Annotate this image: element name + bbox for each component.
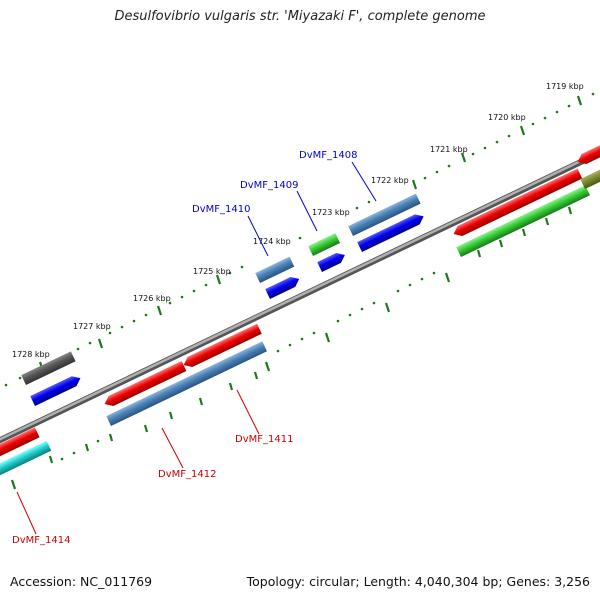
genome-backbone (0, 149, 600, 444)
page-title: Desulfovibrio vulgaris str. 'Miyazaki F'… (114, 9, 486, 24)
genome-summary-text: Topology: circular; Length: 4,040,304 bp… (246, 574, 590, 589)
gene-feature[interactable] (348, 193, 421, 236)
gene-label-dvmf-1409[interactable]: DvMF_1409 (240, 180, 298, 191)
gene-feature[interactable] (580, 166, 600, 189)
kbp-label: 1719 kbp (546, 82, 584, 91)
gene-arrow-reverse[interactable] (102, 361, 187, 409)
kbp-label: 1728 kbp (12, 350, 50, 359)
gene-arrow-reverse[interactable] (451, 168, 583, 239)
accession-text: Accession: NC_011769 (10, 574, 153, 589)
gene-arrow-reverse[interactable] (181, 323, 262, 370)
kbp-label: 1721 kbp (430, 145, 468, 154)
gene-label-dvmf-1410[interactable]: DvMF_1410 (192, 204, 250, 215)
outer-scale-ticks (38, 95, 583, 372)
gene-feature[interactable] (21, 351, 76, 385)
gene-arrow-forward[interactable] (357, 211, 426, 252)
gene-arrow-forward[interactable] (30, 373, 83, 406)
gene-feature[interactable] (106, 341, 268, 426)
gene-feature[interactable] (308, 233, 341, 256)
label-connectors-forward (247, 161, 377, 257)
kbp-label: 1722 kbp (371, 176, 409, 185)
kbp-label: 1723 kbp (312, 208, 350, 217)
label-connectors-reverse (16, 389, 260, 535)
kbp-label: 1726 kbp (133, 294, 171, 303)
kbp-label: 1724 kbp (253, 237, 291, 246)
inner-scale-dots (60, 271, 436, 461)
gene-label-dvmf-1408[interactable]: DvMF_1408 (299, 150, 357, 161)
gene-label-dvmf-1414[interactable]: DvMF_1414 (12, 535, 70, 546)
gene-feature[interactable] (456, 185, 590, 257)
gene-feature[interactable] (255, 256, 295, 283)
gene-arrow-forward[interactable] (265, 274, 301, 299)
gene-arrow-forward[interactable] (317, 250, 347, 272)
inner-scale-ticks (10, 206, 573, 490)
kbp-label: 1725 kbp (193, 267, 231, 276)
gene-label-dvmf-1411[interactable]: DvMF_1411 (235, 434, 293, 445)
kbp-label: 1720 kbp (488, 113, 526, 122)
gene-arrow-reverse[interactable] (0, 427, 40, 461)
gene-arrow-reverse[interactable] (575, 139, 600, 167)
gene-feature[interactable] (0, 440, 52, 480)
gene-label-dvmf-1412[interactable]: DvMF_1412 (158, 469, 216, 480)
kbp-label: 1727 kbp (73, 322, 111, 331)
outer-scale-dots (4, 92, 595, 387)
